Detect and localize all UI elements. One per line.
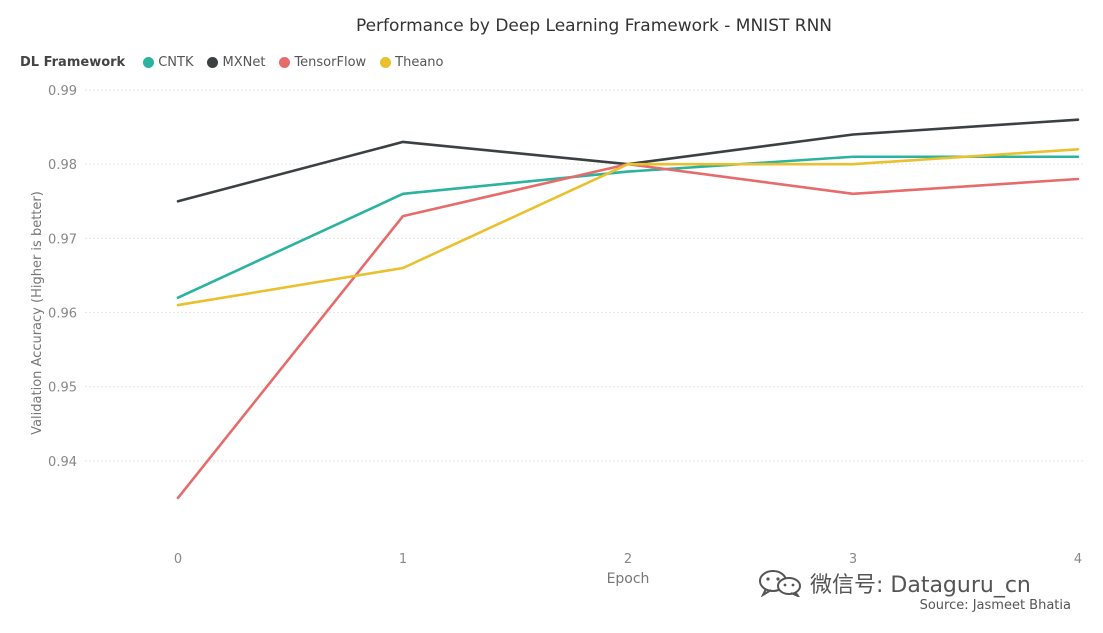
y-tick-label: 0.97 [48, 232, 77, 247]
legend-swatch-mxnet [207, 57, 219, 68]
legend-swatch-cntk [143, 57, 155, 68]
legend-item-cntk[interactable]: CNTK [143, 55, 193, 70]
legend-item-mxnet[interactable]: MXNet [207, 55, 265, 70]
x-axis-ticks: 0 1 2 3 4 [174, 552, 1082, 567]
legend-swatch-tensorflow [279, 57, 291, 68]
y-tick-label: 0.95 [48, 381, 77, 396]
data-point-cntk[interactable] [625, 169, 631, 175]
data-point-cntk[interactable] [400, 191, 406, 197]
legend-swatch-theano [380, 57, 392, 68]
legend-label-cntk: CNTK [158, 55, 194, 70]
data-point-tensorflow[interactable] [175, 495, 181, 501]
data-point-theano[interactable] [850, 161, 856, 167]
y-tick-label: 0.96 [48, 307, 77, 322]
data-point-theano[interactable] [1075, 146, 1081, 152]
source-note: Source: Jasmeet Bhatia [919, 598, 1071, 613]
data-point-mxnet[interactable] [850, 132, 856, 138]
series-theano[interactable] [175, 146, 1081, 308]
chart-title: Performance by Deep Learning Framework -… [355, 16, 833, 36]
data-point-tensorflow[interactable] [1075, 176, 1081, 182]
y-axis-ticks: 0.94 0.95 0.96 0.97 0.98 0.99 [48, 84, 77, 470]
series-cntk[interactable] [175, 154, 1081, 301]
data-point-cntk[interactable] [850, 154, 856, 160]
y-tick-label: 0.94 [48, 455, 77, 470]
series-line-theano[interactable] [176, 148, 1080, 307]
data-point-tensorflow[interactable] [850, 191, 856, 197]
data-point-tensorflow[interactable] [400, 213, 406, 219]
data-point-theano[interactable] [625, 161, 631, 167]
series-line-tensorflow[interactable] [176, 162, 1080, 500]
data-point-cntk[interactable] [175, 295, 181, 301]
watermark-text: 微信号: Dataguru_cn [810, 573, 1031, 598]
legend-item-tensorflow[interactable]: TensorFlow [279, 55, 366, 70]
x-tick-label: 3 [849, 552, 857, 567]
y-tick-label: 0.98 [48, 158, 77, 173]
wechat-icon [759, 570, 801, 597]
x-tick-label: 2 [624, 552, 632, 567]
series-line-cntk[interactable] [176, 155, 1080, 299]
data-point-cntk[interactable] [1075, 154, 1081, 160]
data-point-theano[interactable] [400, 265, 406, 271]
series-layer [175, 117, 1081, 501]
data-point-mxnet[interactable] [175, 198, 181, 204]
legend-label-mxnet: MXNet [222, 55, 266, 70]
x-tick-label: 0 [174, 552, 182, 567]
data-point-mxnet[interactable] [1075, 117, 1081, 123]
series-mxnet[interactable] [175, 117, 1081, 205]
x-tick-label: 1 [399, 552, 407, 567]
data-point-theano[interactable] [175, 302, 181, 308]
data-point-mxnet[interactable] [400, 139, 406, 145]
legend: DL Framework CNTK MXNet TensorFlow Thean… [20, 55, 458, 70]
watermark: 微信号: Dataguru_cn [758, 567, 1031, 599]
grid-layer [85, 89, 1085, 462]
legend-title: DL Framework [20, 55, 126, 70]
series-tensorflow[interactable] [175, 161, 1081, 501]
x-axis-title: Epoch [607, 571, 650, 587]
legend-label-theano: Theano [395, 55, 444, 70]
y-tick-label: 0.99 [48, 84, 77, 99]
y-axis-title: Validation Accuracy (Higher is better) [30, 191, 45, 435]
legend-item-theano[interactable]: Theano [380, 55, 444, 70]
legend-label-tensorflow: TensorFlow [294, 55, 367, 70]
x-tick-label: 4 [1074, 552, 1082, 567]
